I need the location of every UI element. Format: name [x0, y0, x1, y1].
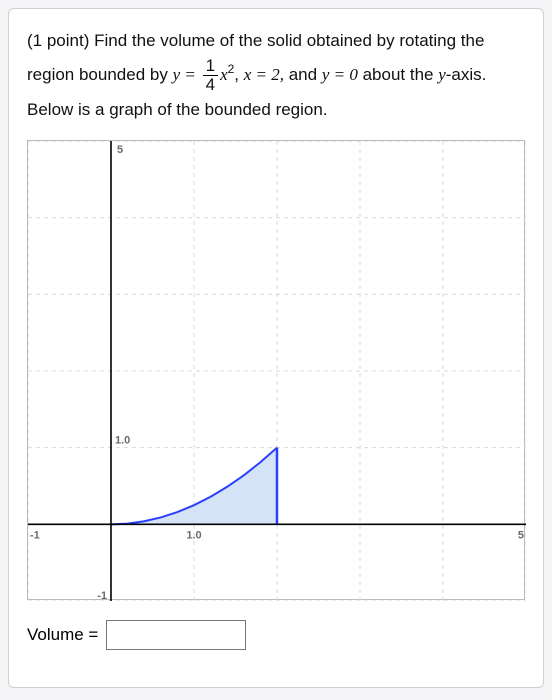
answer-row: Volume = [27, 620, 525, 650]
region-graph: 5 1.0 -1 -1 1.0 5 [28, 141, 526, 601]
volume-input[interactable] [106, 620, 246, 650]
axis-name: y [438, 65, 446, 84]
eq1-lhs: y = [173, 65, 196, 84]
svg-text:1.0: 1.0 [186, 530, 201, 542]
svg-text:-1: -1 [97, 590, 107, 601]
volume-label: Volume = [27, 625, 98, 645]
eq1-var: x [220, 65, 228, 84]
svg-text:1.0: 1.0 [115, 435, 130, 447]
eq3: y = 0 [322, 65, 358, 84]
eq2: x = 2, [244, 65, 284, 84]
frac-num: 1 [203, 57, 218, 76]
fraction-1-4: 1 4 [203, 57, 218, 94]
points-label: (1 point) [27, 31, 89, 50]
graph-container: 5 1.0 -1 -1 1.0 5 [27, 140, 525, 600]
connector-and: and [289, 65, 317, 84]
frac-den: 4 [203, 76, 218, 94]
problem-card: (1 point) Find the volume of the solid o… [8, 8, 544, 688]
problem-statement: (1 point) Find the volume of the solid o… [27, 25, 525, 126]
text-part2: about the [363, 65, 434, 84]
eq1-exp: 2 [228, 62, 235, 76]
svg-text:-1: -1 [30, 530, 40, 542]
svg-text:5: 5 [117, 144, 123, 156]
svg-text:5: 5 [518, 530, 524, 542]
